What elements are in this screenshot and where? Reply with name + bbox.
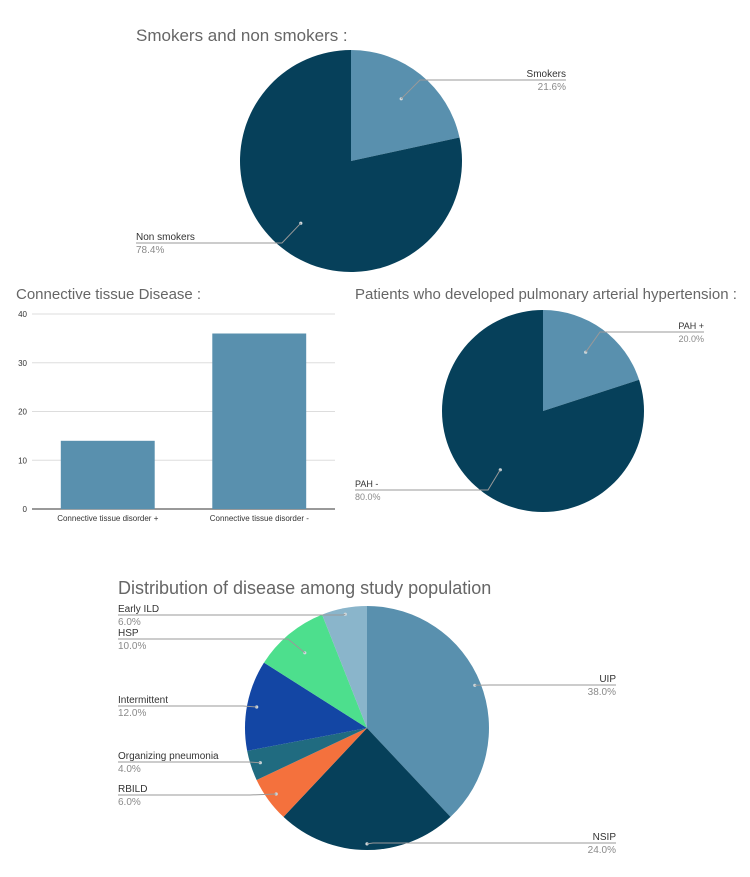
pie-label-rbild: RBILD <box>118 784 147 795</box>
pie-percent-smokers: 21.6% <box>538 82 566 93</box>
pie-percent-pah: 20.0% <box>678 334 704 344</box>
pie-percent-pah: 80.0% <box>355 492 381 502</box>
pie-percent-rbild: 6.0% <box>118 797 141 808</box>
chart-title: Connective tissue Disease : <box>16 286 202 303</box>
leader-dot <box>473 683 477 687</box>
pie-percent-early-ild: 6.0% <box>118 617 141 628</box>
leader-line <box>366 842 616 845</box>
chart-title: Patients who developed pulmonary arteria… <box>355 286 737 303</box>
pie-percent-organizing-pneumonia: 4.0% <box>118 764 141 775</box>
pie-label-non-smokers: Non smokers <box>136 232 195 243</box>
pie-label-pah: PAH + <box>678 321 704 331</box>
y-tick-label: 40 <box>18 310 27 319</box>
leader-line <box>118 613 346 616</box>
pah-pie-chart: Patients who developed pulmonary arteria… <box>345 280 750 530</box>
pie-percent-hsp: 10.0% <box>118 641 146 652</box>
pie-percent-nsip: 24.0% <box>588 845 616 856</box>
bar-chart-svg: 0 10 20 30 40 Connective tissue disorder + Con… <box>18 310 335 523</box>
distribution-pie-svg: UIP 38.0% NSIP 24.0% RBILD 6.0% Organizing pne… <box>118 604 617 856</box>
leader-dot <box>365 842 369 846</box>
x-tick-label: Connective tissue disorder - <box>210 514 309 523</box>
pie-label-pah: PAH - <box>355 479 378 489</box>
leader-line <box>118 638 306 654</box>
pie-percent-uip: 38.0% <box>588 687 616 698</box>
leader-line <box>355 469 501 491</box>
y-tick-label: 30 <box>18 359 27 368</box>
pie-label-intermittent: Intermittent <box>118 695 168 706</box>
leader-line <box>118 793 277 796</box>
pie-slice-rbild <box>256 728 367 817</box>
leader-line <box>585 331 704 353</box>
leader-line <box>118 761 261 764</box>
smokers-pie-chart: Smokers and non smokers : Smokers 21.6% No… <box>0 0 750 280</box>
pie-slice-organizing-pneumonia <box>247 728 367 780</box>
pie-label-nsip: NSIP <box>593 832 617 843</box>
leader-line <box>118 705 257 708</box>
x-tick-label: Connective tissue disorder + <box>57 514 158 523</box>
smokers-pie-svg: Smokers 21.6% Non smokers 78.4% <box>136 50 566 272</box>
pie-slice-early-ild <box>322 606 367 728</box>
chart-title: Distribution of disease among study popu… <box>118 578 492 598</box>
y-tick-label: 20 <box>18 408 27 417</box>
pie-label-smokers: Smokers <box>527 69 566 80</box>
leader-line <box>136 222 302 244</box>
pie-slice-smokers <box>351 50 460 161</box>
pie-slice-nsip <box>283 728 451 850</box>
pie-label-hsp: HSP <box>118 628 139 639</box>
chart-title: Smokers and non smokers : <box>136 26 348 45</box>
pie-slice-uip <box>367 606 489 817</box>
pie-slice-intermittent <box>244 662 367 751</box>
pie-percent-non-smokers: 78.4% <box>136 245 164 256</box>
pah-pie-svg: PAH + 20.0% PAH - 80.0% <box>355 310 704 512</box>
pie-slice-pah <box>543 310 640 411</box>
y-tick-label: 10 <box>18 456 27 465</box>
pie-label-organizing-pneumonia: Organizing pneumonia <box>118 751 219 762</box>
y-tick-label: 0 <box>23 505 28 514</box>
pie-slice-pah <box>442 310 645 512</box>
leader-line <box>400 79 566 100</box>
pie-slice-hsp <box>263 614 367 728</box>
pie-percent-intermittent: 12.0% <box>118 708 146 719</box>
bar-connective-tissue-disorder <box>212 333 307 509</box>
pie-label-uip: UIP <box>599 674 616 685</box>
pie-slice-non-smokers <box>240 50 463 272</box>
connective-tissue-bar-chart: Connective tissue Disease : 0 10 20 30 40 Con… <box>0 280 345 530</box>
pie-label-early-ild: Early ILD <box>118 604 159 615</box>
bar-connective-tissue-disorder <box>60 440 155 510</box>
disease-distribution-pie-chart: Distribution of disease among study popu… <box>0 560 750 877</box>
